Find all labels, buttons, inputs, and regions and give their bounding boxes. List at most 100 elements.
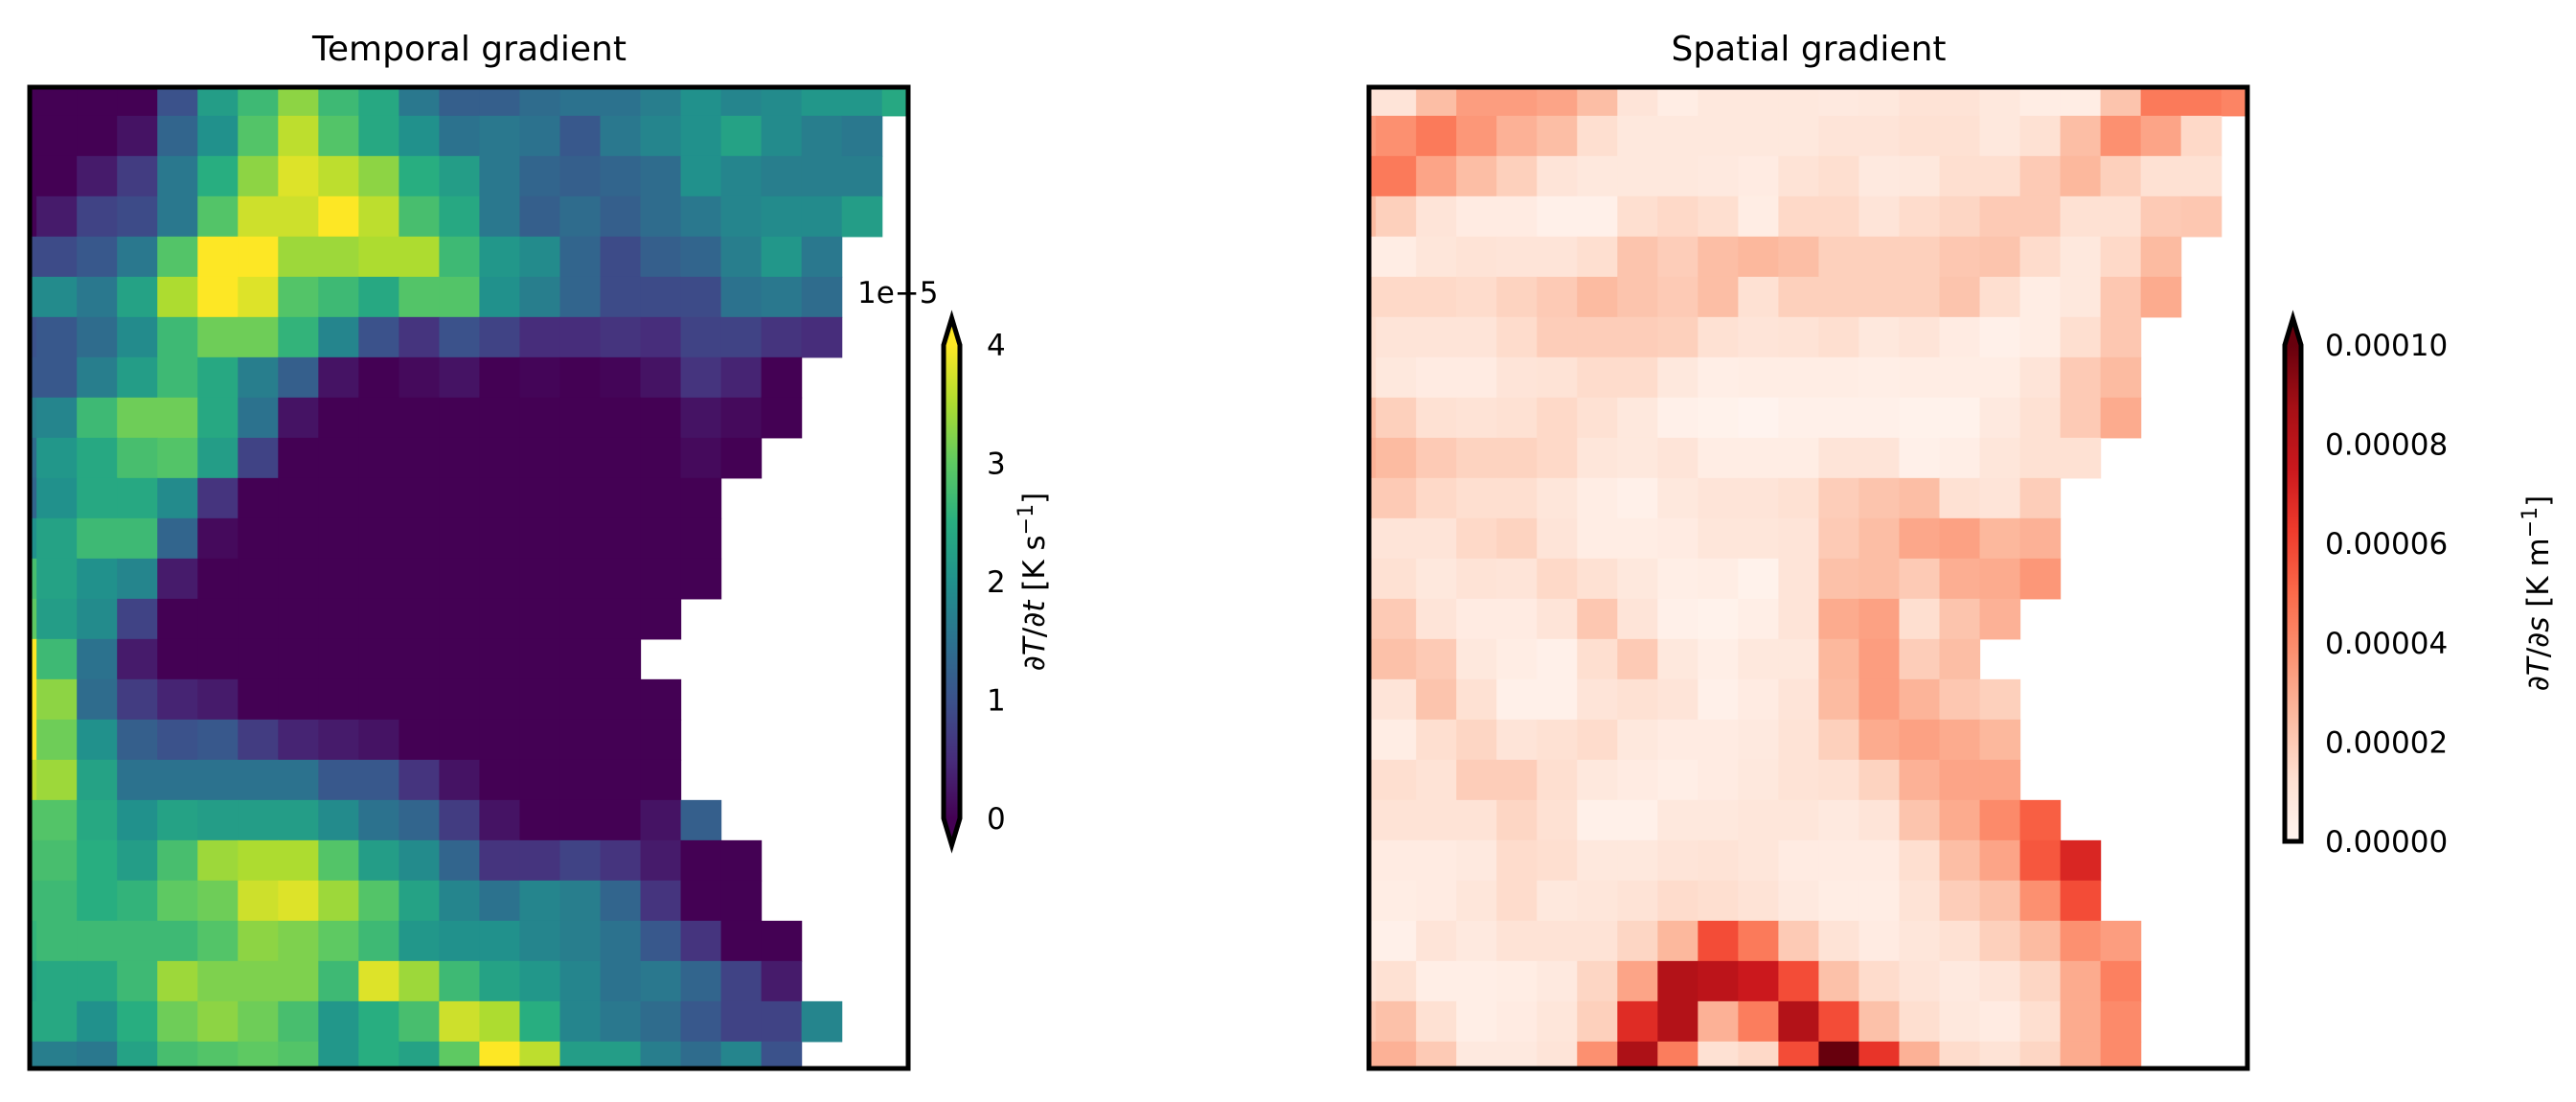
heatmap-cell — [1818, 517, 1860, 560]
heatmap-cell — [36, 397, 78, 439]
heatmap-cell — [1979, 1041, 2021, 1069]
heatmap-cell — [1657, 598, 1698, 640]
heatmap-cell — [1979, 598, 2021, 640]
heatmap-cell — [519, 880, 561, 922]
heatmap-cell — [519, 236, 561, 278]
heatmap-cell — [479, 759, 521, 801]
heatmap-cell — [117, 316, 158, 358]
heatmap-cell — [2019, 316, 2062, 358]
heatmap-cell — [1778, 598, 1820, 640]
heatmap-cell — [1369, 155, 1377, 197]
heatmap-cell — [1537, 517, 1578, 560]
heatmap-cell — [77, 799, 118, 841]
heatmap-cell — [2060, 276, 2102, 318]
heatmap-cell — [1369, 598, 1377, 640]
heatmap-cell — [157, 719, 198, 761]
heatmap-cell — [2060, 920, 2102, 962]
heatmap-cell — [761, 195, 803, 238]
heatmap-cell — [399, 839, 441, 882]
heatmap-cell — [479, 437, 521, 479]
heatmap-cell — [77, 517, 118, 560]
heatmap-cell — [519, 1000, 561, 1043]
heatmap-cell — [479, 356, 521, 399]
colorbar-offset-text: 1e−5 — [857, 276, 939, 310]
heatmap-cell — [439, 397, 481, 439]
heatmap-cell — [238, 598, 279, 640]
colorbar-label-part: /∂ — [1017, 612, 1052, 637]
heatmap-cell — [1858, 799, 1901, 841]
heatmap-cell — [358, 960, 399, 1002]
colorbar-label-part: t — [1017, 599, 1052, 612]
heatmap-cell — [1416, 1000, 1457, 1043]
heatmap-cell — [399, 1041, 441, 1069]
heatmap-cell — [479, 195, 521, 238]
heatmap-cell — [640, 678, 682, 721]
heatmap-cell — [2060, 397, 2102, 439]
heatmap-cell — [2060, 155, 2102, 197]
heatmap-cell — [2019, 880, 2062, 922]
heatmap-cell — [2140, 236, 2182, 278]
heatmap-cell — [1738, 799, 1780, 841]
heatmap-cell — [1899, 437, 1941, 479]
heatmap-cell — [680, 920, 722, 962]
heatmap-cell — [1537, 236, 1578, 278]
heatmap-cell — [640, 719, 682, 761]
heatmap-cell — [1818, 397, 1860, 439]
heatmap-cell — [720, 880, 763, 922]
heatmap-cell — [600, 638, 642, 680]
heatmap-cell — [1738, 1041, 1780, 1069]
heatmap-cell — [559, 678, 602, 721]
heatmap-cell — [479, 155, 521, 197]
heatmap-cell — [157, 87, 198, 117]
heatmap-cell — [479, 920, 521, 962]
heatmap-cell — [841, 87, 883, 117]
colorbar-label: ∂T/∂s [K m−1] — [2519, 495, 2557, 692]
heatmap-cell — [1376, 678, 1417, 721]
heatmap-cell — [1858, 236, 1901, 278]
heatmap-cell — [117, 719, 158, 761]
heatmap-cell — [36, 839, 78, 882]
heatmap-cell — [1577, 880, 1618, 922]
heatmap-cell — [1778, 880, 1820, 922]
heatmap-cell — [157, 960, 198, 1002]
heatmap-cell — [2060, 437, 2102, 479]
heatmap-cell — [479, 598, 521, 640]
heatmap-cell — [1496, 517, 1538, 560]
heatmap-cell — [117, 236, 158, 278]
heatmap-cell — [1456, 1000, 1497, 1043]
heatmap-cell — [1698, 316, 1739, 358]
heatmap-cell — [1778, 477, 1820, 519]
heatmap-cell — [479, 880, 521, 922]
heatmap-cell — [36, 87, 78, 117]
heatmap-cell — [640, 276, 682, 318]
heatmap-cell — [1416, 1041, 1457, 1069]
heatmap-cell — [1369, 397, 1377, 439]
heatmap-cell — [1657, 115, 1698, 157]
heatmap-cell — [519, 920, 561, 962]
heatmap-cell — [1617, 155, 1658, 197]
heatmap-cell — [36, 598, 78, 640]
heatmap-cell — [640, 558, 682, 600]
heatmap-cell — [1979, 276, 2021, 318]
heatmap-cell — [2100, 397, 2142, 439]
heatmap-cell — [30, 1041, 37, 1069]
heatmap-cell — [1657, 477, 1698, 519]
heatmap-cell — [1577, 477, 1618, 519]
heatmap-cell — [1939, 1041, 1981, 1069]
heatmap-cell — [1657, 638, 1698, 680]
heatmap-cell — [238, 1000, 279, 1043]
heatmap-cell — [1899, 719, 1941, 761]
heatmap-cell — [1577, 839, 1618, 882]
heatmap-cell — [1496, 87, 1538, 117]
heatmap-cell — [1577, 356, 1618, 399]
heatmap-cell — [1899, 598, 1941, 640]
heatmap-cell — [117, 839, 158, 882]
heatmap-cell — [1738, 719, 1780, 761]
heatmap-cell — [1456, 880, 1497, 922]
heatmap-cell — [680, 880, 722, 922]
spatial-colorbar: 0.00000 0.00002 0.00004 0.00006 0.00008 0.000… — [2282, 310, 2557, 860]
heatmap-cell — [1858, 1041, 1901, 1069]
heatmap-cell — [238, 759, 279, 801]
heatmap-cell — [801, 87, 843, 117]
